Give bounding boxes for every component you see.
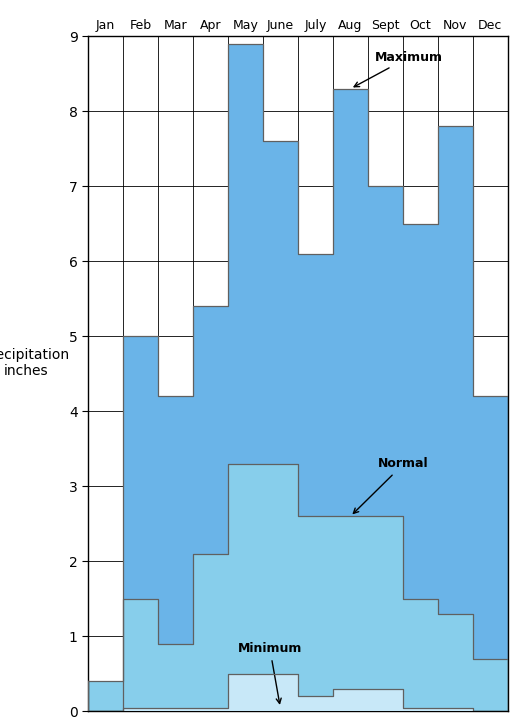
- Polygon shape: [88, 674, 508, 711]
- Text: Maximum: Maximum: [354, 51, 443, 87]
- Text: Precipitation
inches: Precipitation inches: [0, 348, 69, 378]
- Text: Minimum: Minimum: [238, 643, 302, 703]
- Polygon shape: [88, 464, 508, 711]
- Polygon shape: [88, 44, 508, 711]
- Text: Normal: Normal: [353, 457, 429, 513]
